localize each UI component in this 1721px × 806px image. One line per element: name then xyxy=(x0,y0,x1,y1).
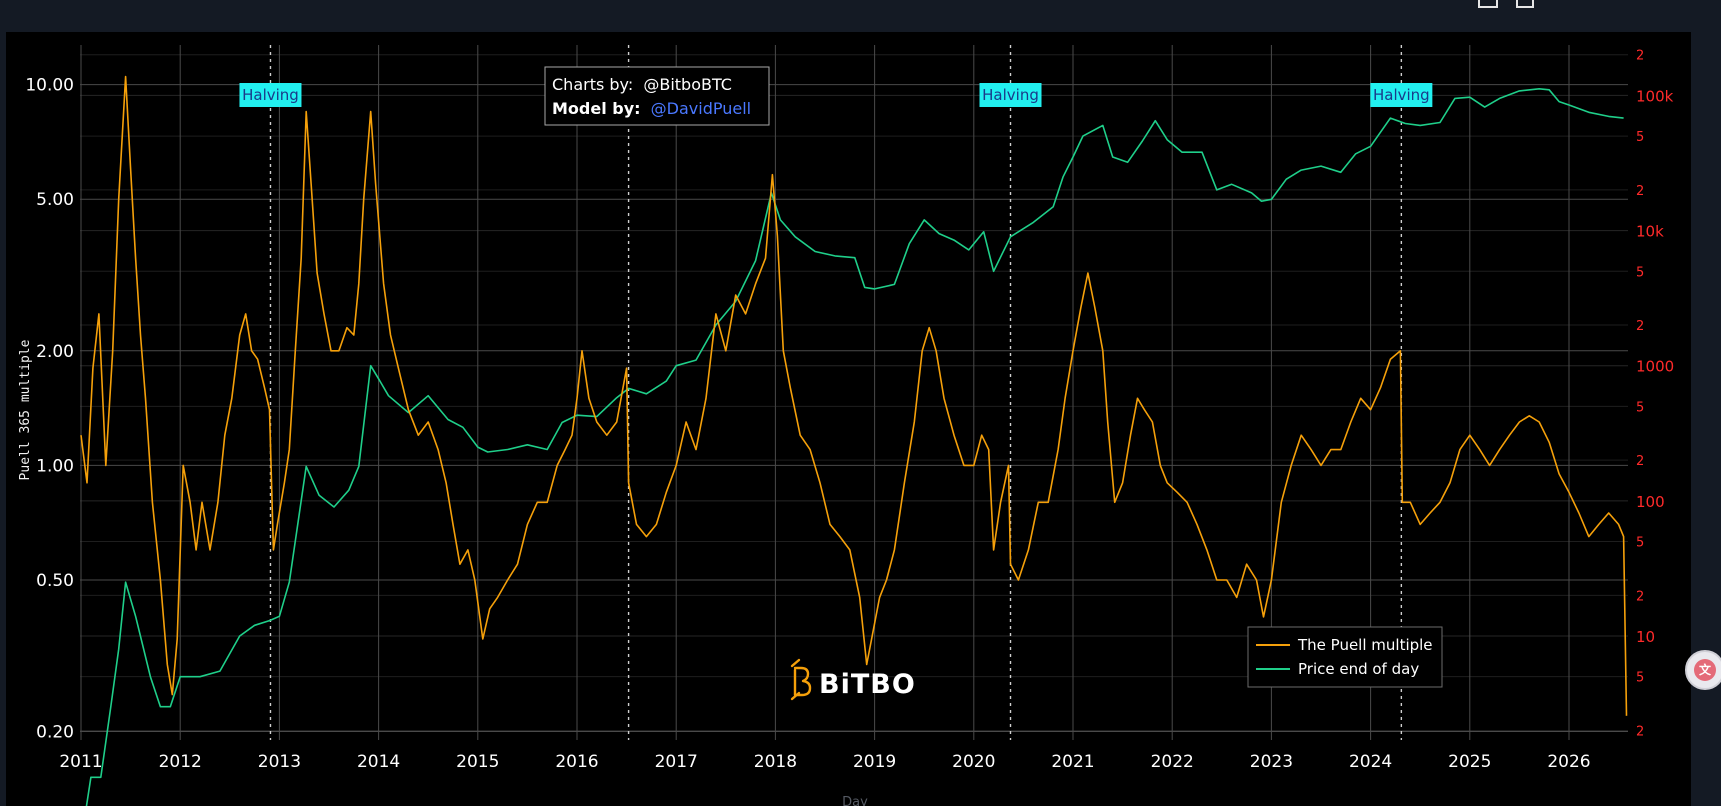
minor-gridlines xyxy=(80,54,1628,731)
credit-line1-value: @BitboBTC xyxy=(643,75,732,94)
right-minor-tick-label: 5 xyxy=(1636,536,1644,551)
y-tick-label: 5.00 xyxy=(36,190,74,210)
puell-series-group xyxy=(80,75,1628,716)
bitbo-logo-icon xyxy=(790,658,812,701)
puell-series-line xyxy=(80,75,1628,716)
x-tick-label: 2016 xyxy=(555,752,598,772)
right-tick-label: 10 xyxy=(1636,628,1655,646)
x-axis: 2011 2012 2013 2014 2015 2016 2017 2018 2019 2020… xyxy=(59,752,1590,772)
right-axis: 2 5 2 5 2 5 2 5 2 5 2 10 100 1000 10k 100k xyxy=(1636,49,1674,740)
legend-puell-label[interactable]: The Puell multiple xyxy=(1297,636,1433,654)
credit-line1-label: Charts by: xyxy=(552,75,633,94)
y-tick-label: 1.00 xyxy=(36,456,74,476)
x-tick-label: 2020 xyxy=(952,752,995,772)
halving-label: Halving xyxy=(1373,86,1430,104)
halving-labels: Halving Halving Halving xyxy=(239,83,1433,107)
halving-label: Halving xyxy=(242,86,299,104)
x-tick-label: 2024 xyxy=(1349,752,1392,772)
right-minor-tick-label: 5 xyxy=(1636,671,1644,686)
x-tick-label: 2015 xyxy=(456,752,499,772)
right-minor-tick-label: 2 xyxy=(1636,319,1644,334)
y-axis-title: Puell 365 multiple xyxy=(18,339,33,480)
right-tick-label: 100 xyxy=(1636,493,1665,511)
x-tick-label: 2026 xyxy=(1547,752,1590,772)
halving-label: Halving xyxy=(982,86,1039,104)
translate-icon[interactable]: 文 xyxy=(1685,650,1721,690)
right-minor-tick-label: 2 xyxy=(1636,724,1644,739)
price-series-group xyxy=(85,88,1624,806)
right-minor-tick-label: 2 xyxy=(1636,454,1644,469)
x-tick-label: 2022 xyxy=(1151,752,1194,772)
x-tick-label: 2019 xyxy=(853,752,896,772)
svg-text:Model by: @DavidPuell: Model by: @DavidPuell xyxy=(552,99,751,118)
halving-label-box xyxy=(239,83,302,107)
x-tick-label: 2018 xyxy=(754,752,797,772)
y-tick-label: 0.50 xyxy=(36,571,74,591)
x-tick-label: 2023 xyxy=(1250,752,1293,772)
credit-line2-label: Model by: xyxy=(552,99,641,118)
major-gridlines xyxy=(80,45,1628,740)
halving-label-box xyxy=(979,83,1042,107)
y-tick-label: 0.20 xyxy=(36,723,74,743)
y-tick-label: 10.00 xyxy=(25,76,74,96)
bitbo-logo-text: BiTBO xyxy=(819,669,916,700)
left-axis: 0.20 0.50 1.00 2.00 5.00 10.00 xyxy=(25,76,74,743)
x-tick-label: 2021 xyxy=(1051,752,1094,772)
right-tick-label: 10k xyxy=(1636,223,1664,241)
fullscreen-icon[interactable] xyxy=(1516,0,1534,8)
legend: The Puell multiple Price end of day xyxy=(1247,626,1443,688)
right-minor-tick-label: 2 xyxy=(1636,184,1644,199)
x-tick-label: 2013 xyxy=(258,752,301,772)
x-tick-label: 2011 xyxy=(59,752,102,772)
right-minor-tick-label: 5 xyxy=(1636,265,1644,280)
svg-text:Charts by: @BitboBTC: Charts by: @BitboBTC xyxy=(552,75,732,94)
credit-box: Charts by: @BitboBTC Model by: @DavidPue… xyxy=(544,66,770,126)
right-minor-tick-label: 2 xyxy=(1636,589,1644,604)
right-minor-tick-label: 2 xyxy=(1636,49,1644,64)
right-tick-label: 1000 xyxy=(1636,358,1674,376)
right-minor-tick-label: 5 xyxy=(1636,400,1644,415)
price-series-line xyxy=(85,88,1624,806)
x-axis-title: Day xyxy=(842,795,868,806)
legend-price-label[interactable]: Price end of day xyxy=(1298,660,1419,678)
right-tick-label: 100k xyxy=(1636,87,1674,105)
download-icon[interactable] xyxy=(1478,0,1498,8)
x-tick-label: 2012 xyxy=(159,752,202,772)
right-minor-tick-label: 5 xyxy=(1636,130,1644,145)
x-tick-label: 2025 xyxy=(1448,752,1491,772)
credit-line2-link[interactable]: @DavidPuell xyxy=(651,99,751,118)
bitbo-logo: BiTBO xyxy=(790,658,916,701)
halving-label-box xyxy=(1370,83,1433,107)
x-tick-label: 2017 xyxy=(655,752,698,772)
x-tick-label: 2014 xyxy=(357,752,400,772)
y-tick-label: 2.00 xyxy=(36,342,74,362)
